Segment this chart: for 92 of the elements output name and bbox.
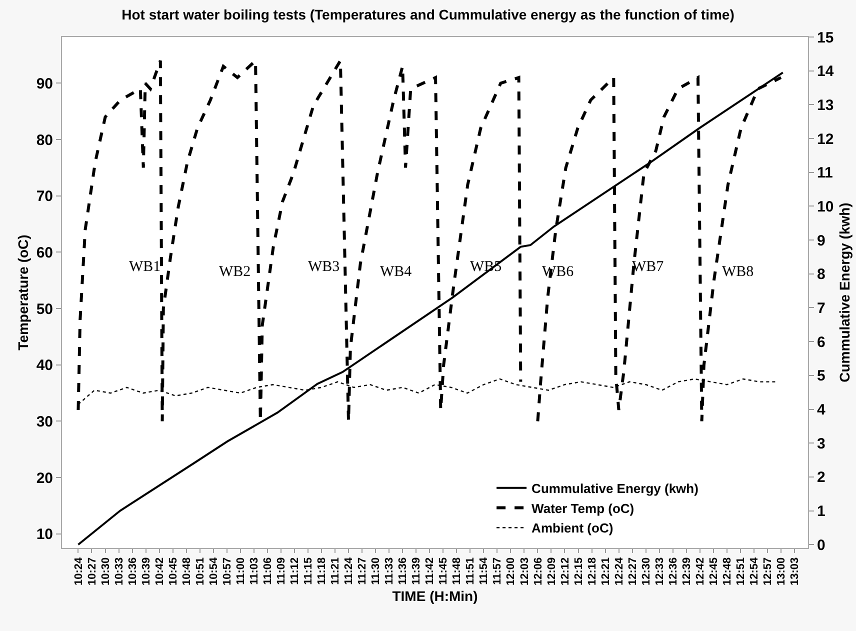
annotation: WB7: [632, 259, 664, 275]
y2-tick-label: 12: [817, 130, 834, 148]
x-tick-label: 10:51: [194, 557, 206, 586]
y-tick-label: 90: [36, 75, 53, 92]
y-tick-label: 40: [36, 357, 53, 374]
y2-tick-label: 1: [817, 503, 826, 520]
y-tick-label: 10: [36, 526, 53, 544]
annotation: WB2: [219, 264, 251, 280]
x-tick-label: 11:00: [234, 557, 247, 585]
x-tick-label: 10:42: [154, 557, 166, 586]
x-tick-label: 11:30: [370, 557, 382, 585]
x-tick-label: 11:27: [356, 557, 369, 585]
x-tick-label: 12:27: [626, 557, 639, 586]
annotation: WB4: [380, 264, 412, 280]
x-tick-label: 11:15: [302, 557, 315, 585]
annotation: WB1: [129, 259, 161, 275]
x-tick-label: 11:45: [438, 557, 450, 585]
x-tick-label: 10:45: [167, 557, 180, 586]
x-tick-label: 11:57: [492, 557, 504, 585]
x-tick-label: 12:30: [640, 557, 652, 586]
y2-tick-label: 15: [817, 29, 834, 46]
x-tick-label: 11:09: [276, 557, 288, 585]
y2-tick-label: 13: [817, 96, 834, 114]
x-tick-label: 11:03: [248, 557, 260, 585]
x-tick-label: 13:00: [776, 557, 788, 586]
x-tick-label: 11:06: [262, 557, 274, 585]
y-tick-label: 20: [36, 470, 53, 487]
x-tick-label: 10:30: [100, 557, 112, 586]
x-tick-label: 10:24: [72, 556, 85, 586]
y-tick-label: 30: [36, 413, 53, 430]
x-tick-label: 12:24: [613, 556, 626, 586]
x-tick-label: 12:51: [735, 557, 748, 586]
x-tick-label: 12:15: [572, 557, 585, 586]
x-tick-label: 11:48: [451, 557, 464, 585]
x-tick-label: 12:33: [654, 557, 666, 586]
x-tick-label: 12:12: [559, 557, 572, 586]
x-tick-label: 12:00: [505, 557, 518, 586]
y-tick-label: 80: [36, 132, 53, 149]
x-tick-label: 11:33: [384, 557, 396, 585]
y2-tick-label: 11: [817, 164, 833, 182]
x-tick-label: 12:18: [586, 557, 598, 586]
x-tick-label: 10:33: [113, 557, 126, 586]
y2-tick-label: 7: [817, 300, 826, 317]
y2-tick-label: 0: [817, 536, 826, 554]
x-tick-label: 12:54: [748, 556, 761, 586]
y2-tick-label: 5: [817, 368, 826, 385]
x-tick-label: 11:51: [464, 557, 477, 585]
y2-axis-title: Cummulative Energy (kwh): [836, 202, 853, 382]
x-tick-label: 11:12: [289, 557, 302, 585]
x-tick-label: 11:18: [316, 557, 328, 585]
y2-tick-label: 14: [817, 63, 834, 80]
y2-tick-label: 8: [817, 266, 826, 284]
x-tick-label: 12:42: [694, 557, 706, 586]
annotation: WB8: [722, 264, 754, 280]
legend-label: Ambient (oC): [532, 520, 614, 536]
x-tick-label: 10:57: [221, 557, 234, 586]
y2-tick-label: 10: [817, 198, 834, 216]
x-tick-label: 11:42: [424, 557, 436, 585]
x-tick-label: 12:21: [600, 557, 612, 586]
y2-tick-label: 3: [817, 435, 826, 452]
x-tick-label: 10:27: [86, 557, 98, 586]
y-axis-title: Temperature (oC): [14, 234, 31, 350]
x-tick-label: 12:48: [721, 557, 734, 586]
x-tick-label: 11:24: [343, 556, 356, 585]
y-tick-label: 50: [36, 300, 53, 318]
x-tick-label: 10:54: [208, 556, 220, 586]
x-tick-label: 12:09: [546, 557, 558, 586]
x-tick-label: 11:39: [410, 557, 423, 585]
x-tick-label: 13:03: [789, 557, 802, 586]
y2-tick-label: 9: [817, 232, 826, 250]
x-tick-label: 12:45: [708, 557, 720, 586]
x-tick-label: 12:03: [518, 557, 531, 586]
x-tick-label: 12:39: [680, 557, 693, 586]
x-tick-label: 10:36: [126, 557, 139, 586]
x-tick-label: 12:06: [532, 557, 544, 586]
y-tick-label: 70: [36, 188, 53, 206]
y-tick-label: 60: [36, 244, 53, 262]
y2-tick-label: 6: [817, 334, 826, 351]
x-tick-label: 11:54: [478, 556, 490, 585]
x-axis-title: TIME (H:Min): [392, 588, 478, 604]
y2-tick-label: 2: [817, 469, 826, 486]
x-tick-label: 11:36: [397, 557, 410, 585]
x-tick-label: 11:21: [330, 557, 342, 585]
x-tick-label: 10:48: [180, 557, 193, 586]
legend-label: Water Temp (oC): [532, 500, 634, 516]
chart-title: Hot start water boiling tests (Temperatures and Cummulative energy as the function of time): [122, 6, 734, 22]
x-tick-label: 10:39: [140, 557, 152, 586]
legend-label: Cummulative Energy (kwh): [532, 480, 698, 496]
x-tick-label: 12:57: [762, 557, 774, 586]
x-tick-label: 12:36: [667, 557, 680, 586]
y2-tick-label: 4: [817, 402, 826, 418]
annotation: WB3: [308, 259, 340, 275]
